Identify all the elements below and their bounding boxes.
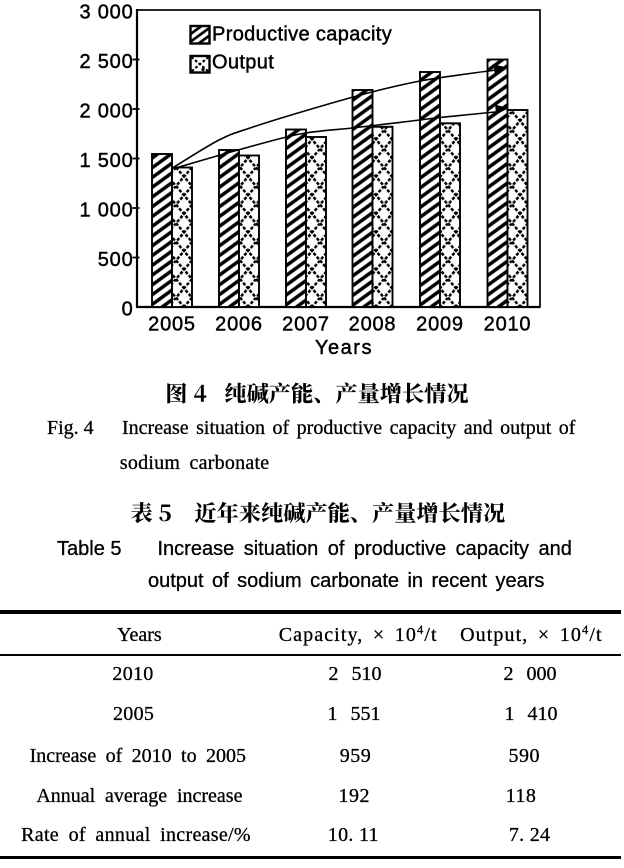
- svg-text:Years: Years: [315, 337, 373, 359]
- svg-text:500: 500: [98, 249, 134, 271]
- svg-text:3 000: 3 000: [79, 2, 133, 24]
- svg-text:2010: 2010: [484, 314, 532, 336]
- svg-text:1 500: 1 500: [79, 150, 133, 172]
- svg-text:Output: Output: [212, 52, 274, 74]
- svg-text:1 000: 1 000: [79, 200, 133, 222]
- svg-text:0: 0: [122, 299, 134, 321]
- svg-text:2007: 2007: [282, 314, 330, 336]
- svg-text:2005: 2005: [148, 314, 196, 336]
- svg-text:Productive capacity: Productive capacity: [212, 24, 392, 46]
- svg-text:2008: 2008: [349, 314, 397, 336]
- svg-text:2 500: 2 500: [79, 51, 133, 73]
- svg-text:2009: 2009: [416, 314, 464, 336]
- svg-text:2 000: 2 000: [79, 101, 133, 123]
- svg-text:2006: 2006: [215, 314, 263, 336]
